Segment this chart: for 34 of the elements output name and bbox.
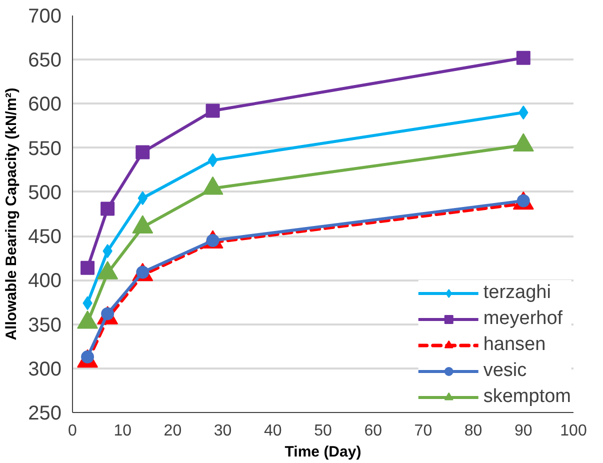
point bbox=[136, 145, 150, 160]
y-tick-label: 400 bbox=[28, 270, 62, 292]
x-axis-title: Time (Day) bbox=[284, 444, 362, 460]
y-tick-label: 250 bbox=[28, 402, 62, 424]
x-tick-label: 30 bbox=[214, 422, 232, 440]
y-tick-label: 350 bbox=[28, 314, 62, 336]
x-tick-label: 0 bbox=[68, 422, 78, 440]
y-tick-label: 300 bbox=[28, 358, 62, 380]
legend-label: hansen bbox=[483, 333, 546, 357]
point bbox=[100, 202, 115, 216]
y-tick-label: 600 bbox=[28, 94, 62, 116]
legend-label: terzaghi bbox=[483, 281, 551, 305]
y-tick-label: 550 bbox=[28, 138, 62, 160]
x-tick-label: 50 bbox=[314, 422, 332, 440]
x-tick-label: 10 bbox=[114, 422, 132, 440]
y-tick-label: 500 bbox=[28, 182, 62, 204]
point bbox=[208, 153, 218, 168]
point bbox=[206, 104, 220, 118]
legend-label: meyerhof bbox=[483, 307, 563, 331]
point bbox=[516, 50, 530, 65]
x-tick-label: 40 bbox=[264, 422, 282, 440]
x-tick-label: 90 bbox=[514, 422, 532, 440]
y-tick-label: 700 bbox=[28, 6, 62, 28]
point bbox=[80, 260, 95, 275]
y-axis-title: Allowable Bearing Capacity (kN/m²) bbox=[3, 88, 20, 340]
x-tick-label: 20 bbox=[164, 422, 182, 440]
y-tick-label: 650 bbox=[28, 50, 62, 72]
legend-label: vesic bbox=[483, 359, 527, 383]
x-tick-label: 70 bbox=[414, 422, 432, 440]
x-tick-label: 100 bbox=[560, 422, 587, 440]
x-tick-label: 60 bbox=[364, 422, 382, 440]
legend-label: skemptom bbox=[483, 385, 571, 409]
y-tick-label: 450 bbox=[28, 226, 62, 248]
x-tick-label: 80 bbox=[464, 422, 482, 440]
